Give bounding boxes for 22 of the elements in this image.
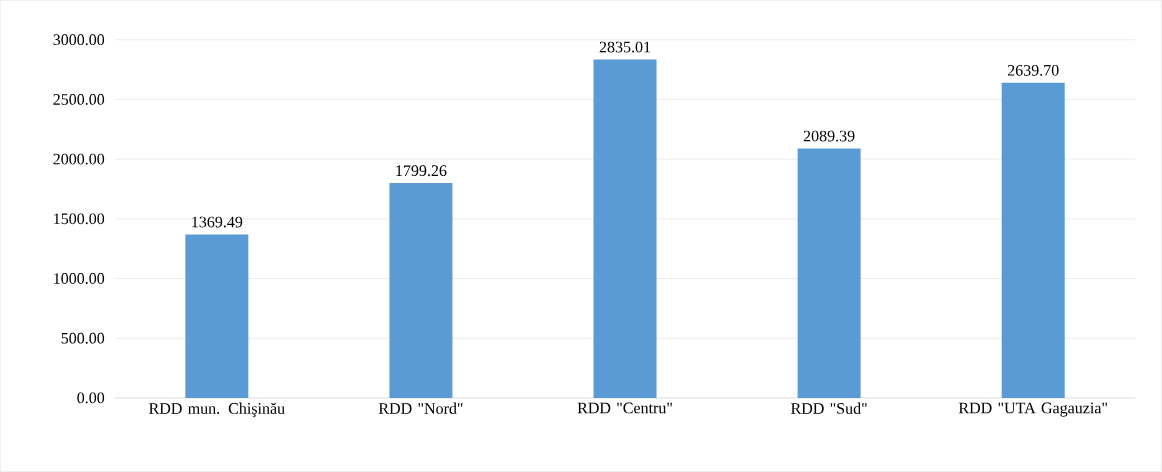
x-tick-label: RDD mun. Chişinău <box>149 402 285 418</box>
bar <box>797 148 861 399</box>
x-tick-label: RDD "Sud" <box>791 402 867 415</box>
y-tick-label: 3000.00 <box>53 34 105 46</box>
y-tick-label: 2000.00 <box>53 153 105 165</box>
data-label: 1369.49 <box>192 216 243 228</box>
x-tick-label: RDD "UTA Gagauzia" <box>958 402 1107 417</box>
y-tick-label: 0.00 <box>77 392 105 404</box>
data-label: 2639.70 <box>1007 65 1059 76</box>
x-tick-label: RDD "Nord" <box>378 402 463 415</box>
bar <box>389 183 453 399</box>
y-tick-label: 1500.00 <box>54 213 105 225</box>
bar <box>593 59 657 399</box>
data-label: 2835.01 <box>599 41 651 53</box>
data-label: 2089.39 <box>803 130 855 142</box>
x-tick-label: RDD "Centru" <box>577 402 672 414</box>
y-tick-label: 2500.00 <box>53 94 105 106</box>
y-tick-label: 500.00 <box>61 332 105 344</box>
y-tick-label: 1000.00 <box>54 273 105 285</box>
data-label: 1799.26 <box>396 165 447 177</box>
bar <box>1001 82 1065 399</box>
bar <box>185 234 249 399</box>
